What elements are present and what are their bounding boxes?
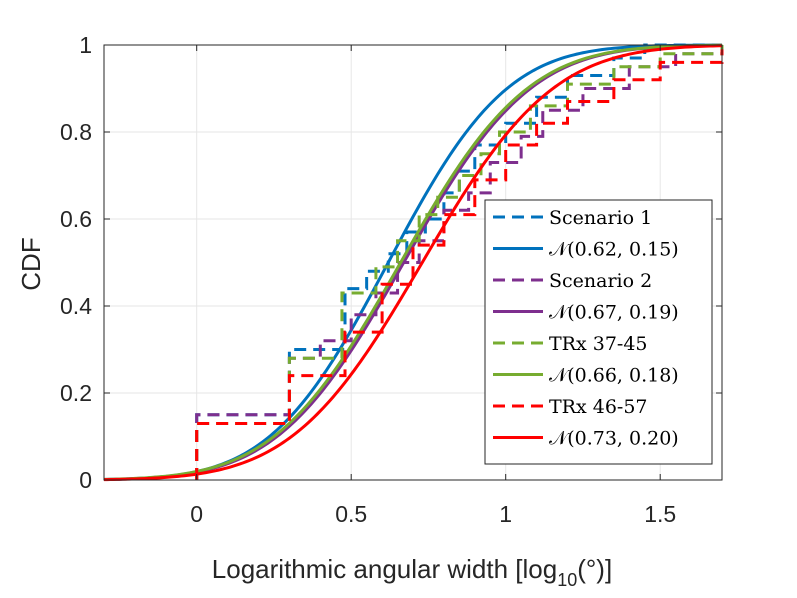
axes-box <box>103 44 723 481</box>
legend-box <box>484 199 713 465</box>
series-line-4 <box>195 45 724 480</box>
legend-label-6: TRx 46-57 <box>549 396 648 418</box>
x-axis-label-main: Logarithmic angular width [log <box>212 554 557 584</box>
y-tick-label-5: 1 <box>79 32 92 58</box>
legend-label-3: 𝒩(0.67, 0.19) <box>549 302 679 324</box>
x-tick-label-2: 1 <box>499 501 512 527</box>
legend-label-7: 𝒩(0.73, 0.20) <box>549 428 679 450</box>
series-line-6 <box>195 49 724 480</box>
y-tick-label-4: 0.8 <box>60 119 92 145</box>
y-tick-label-3: 0.6 <box>60 206 92 232</box>
y-axis-label: CDF <box>16 237 46 290</box>
plot-frame <box>103 44 723 481</box>
legend-label-4: TRx 37-45 <box>549 333 648 355</box>
y-tick-label-0: 0 <box>79 467 92 493</box>
legend: Scenario 1 𝒩(0.62, 0.15) Scenario 2 𝒩(0.67,… <box>484 199 713 465</box>
y-tick-label-1: 0.2 <box>60 380 92 406</box>
series-line-7 <box>103 44 723 482</box>
x-axis-label-subscript: 10 <box>557 570 577 590</box>
legend-label-0: Scenario 1 <box>549 207 652 229</box>
x-tick-label-1: 0.5 <box>335 501 367 527</box>
series-line-2 <box>195 45 724 480</box>
tick-labels: 0 0.5 1 1.5 0 0.2 0.4 0.6 0.8 1 <box>60 32 676 527</box>
x-axis-label: Logarithmic angular width [log10(°)] <box>212 554 612 590</box>
x-tick-label-3: 1.5 <box>644 501 676 527</box>
series-group <box>103 43 724 482</box>
series-line-5 <box>103 43 723 481</box>
legend-label-5: 𝒩(0.66, 0.18) <box>549 365 679 387</box>
legend-label-1: 𝒩(0.62, 0.15) <box>549 239 679 261</box>
x-tick-label-0: 0 <box>190 501 203 527</box>
x-axis-label-tail: (°)] <box>577 554 612 584</box>
y-tick-label-2: 0.4 <box>60 293 92 319</box>
legend-label-2: Scenario 2 <box>549 270 652 292</box>
